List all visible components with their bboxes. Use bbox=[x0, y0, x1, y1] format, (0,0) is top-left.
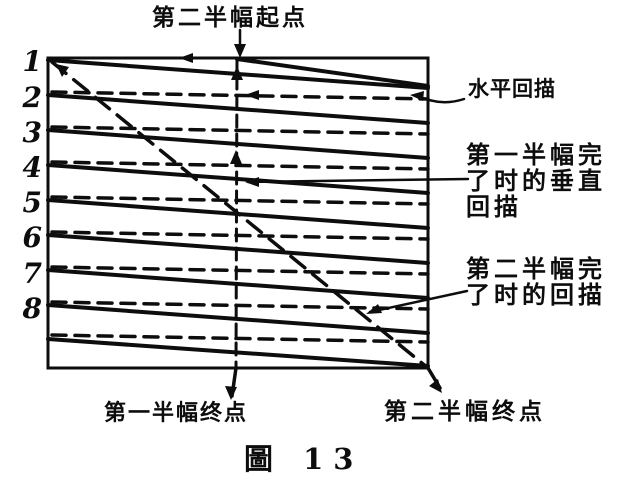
scan-line-number-8: 8 bbox=[22, 292, 42, 325]
first-field-scan-lines bbox=[46, 57, 430, 368]
vertical-retrace-leader bbox=[246, 177, 470, 184]
label-field1-end-point: 第一半幅终点 bbox=[104, 401, 249, 426]
frame-retrace-diagonal bbox=[50, 60, 430, 370]
scan-line-number-5: 5 bbox=[22, 186, 42, 219]
arrow-left-horizontal-retrace bbox=[410, 91, 424, 101]
arrow-down-field2-start bbox=[234, 44, 246, 58]
arrow-up-vertical-retrace-top bbox=[231, 66, 243, 80]
second-field-first-half-line bbox=[235, 57, 430, 88]
arrow-left-dashed-line bbox=[245, 90, 259, 100]
scan-line-number-3: 3 bbox=[22, 116, 42, 149]
second-field-scan-lines bbox=[50, 90, 430, 344]
label-field2-end-point: 第二半幅终点 bbox=[384, 399, 546, 425]
arrow-downleft-field2-retrace bbox=[366, 304, 382, 314]
scan-line-number-6: 6 bbox=[22, 221, 42, 254]
scan-line-number-2: 2 bbox=[22, 81, 42, 114]
scan-line-number-1: 1 bbox=[22, 45, 42, 78]
label-field2-end-retrace: 第二半幅完 了时的回描 bbox=[466, 255, 606, 309]
arrow-left-vertical-retrace bbox=[245, 177, 259, 187]
label-horizontal-retrace: 水平回描 bbox=[468, 77, 556, 101]
scan-line-number-7: 7 bbox=[22, 257, 42, 290]
field2-retrace-leader bbox=[368, 289, 469, 314]
arrowheads bbox=[56, 44, 442, 400]
scan-line-number-4: 4 bbox=[22, 151, 42, 184]
arrow-up-vertical-retrace-mid bbox=[230, 150, 242, 164]
arrow-upleft-diagonal-start bbox=[56, 64, 69, 77]
figure-caption: 圖 13 bbox=[244, 442, 364, 476]
arrow-left-top-edge bbox=[179, 53, 193, 63]
label-field2-start-point: 第二半幅起点 bbox=[152, 5, 308, 31]
arrow-down-field2-end bbox=[429, 379, 442, 393]
arrow-down-field1-end bbox=[225, 386, 237, 400]
label-field1-vertical-retrace: 第一半幅完 了时的垂直 回描 bbox=[466, 141, 606, 221]
